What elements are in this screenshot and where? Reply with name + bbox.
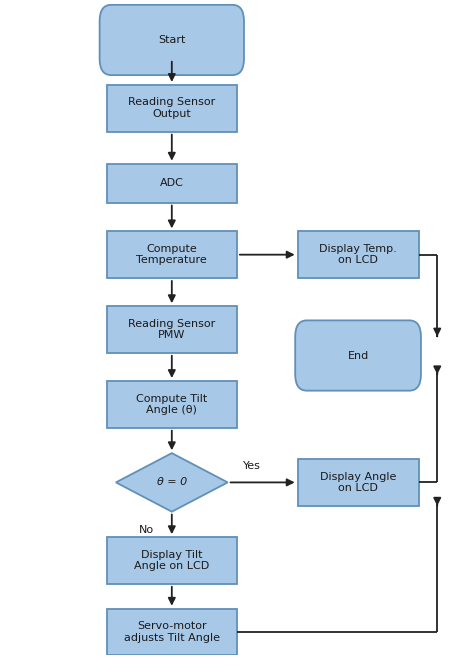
FancyBboxPatch shape bbox=[298, 459, 419, 506]
Text: Display Tilt
Angle on LCD: Display Tilt Angle on LCD bbox=[134, 550, 210, 571]
FancyBboxPatch shape bbox=[107, 231, 237, 278]
Text: Start: Start bbox=[158, 35, 185, 45]
Text: Compute Tilt
Angle (θ): Compute Tilt Angle (θ) bbox=[136, 393, 208, 415]
FancyBboxPatch shape bbox=[107, 609, 237, 656]
Text: Servo-motor
adjusts Tilt Angle: Servo-motor adjusts Tilt Angle bbox=[124, 621, 220, 643]
Text: Display Angle
on LCD: Display Angle on LCD bbox=[320, 472, 396, 493]
FancyBboxPatch shape bbox=[107, 381, 237, 428]
Text: Reading Sensor
Output: Reading Sensor Output bbox=[128, 98, 215, 119]
Text: Display Temp.
on LCD: Display Temp. on LCD bbox=[319, 244, 397, 266]
Text: Reading Sensor
PMW: Reading Sensor PMW bbox=[128, 319, 215, 340]
FancyBboxPatch shape bbox=[100, 5, 244, 75]
FancyBboxPatch shape bbox=[107, 85, 237, 132]
Polygon shape bbox=[116, 453, 228, 511]
Text: Compute
Temperature: Compute Temperature bbox=[137, 244, 207, 266]
Text: No: No bbox=[138, 525, 154, 535]
FancyBboxPatch shape bbox=[107, 306, 237, 353]
Text: ADC: ADC bbox=[160, 178, 184, 188]
Text: θ = 0: θ = 0 bbox=[157, 477, 187, 488]
Text: Yes: Yes bbox=[243, 461, 261, 471]
FancyBboxPatch shape bbox=[298, 231, 419, 278]
FancyBboxPatch shape bbox=[107, 537, 237, 584]
FancyBboxPatch shape bbox=[295, 320, 421, 391]
FancyBboxPatch shape bbox=[107, 163, 237, 202]
Text: End: End bbox=[347, 351, 369, 360]
